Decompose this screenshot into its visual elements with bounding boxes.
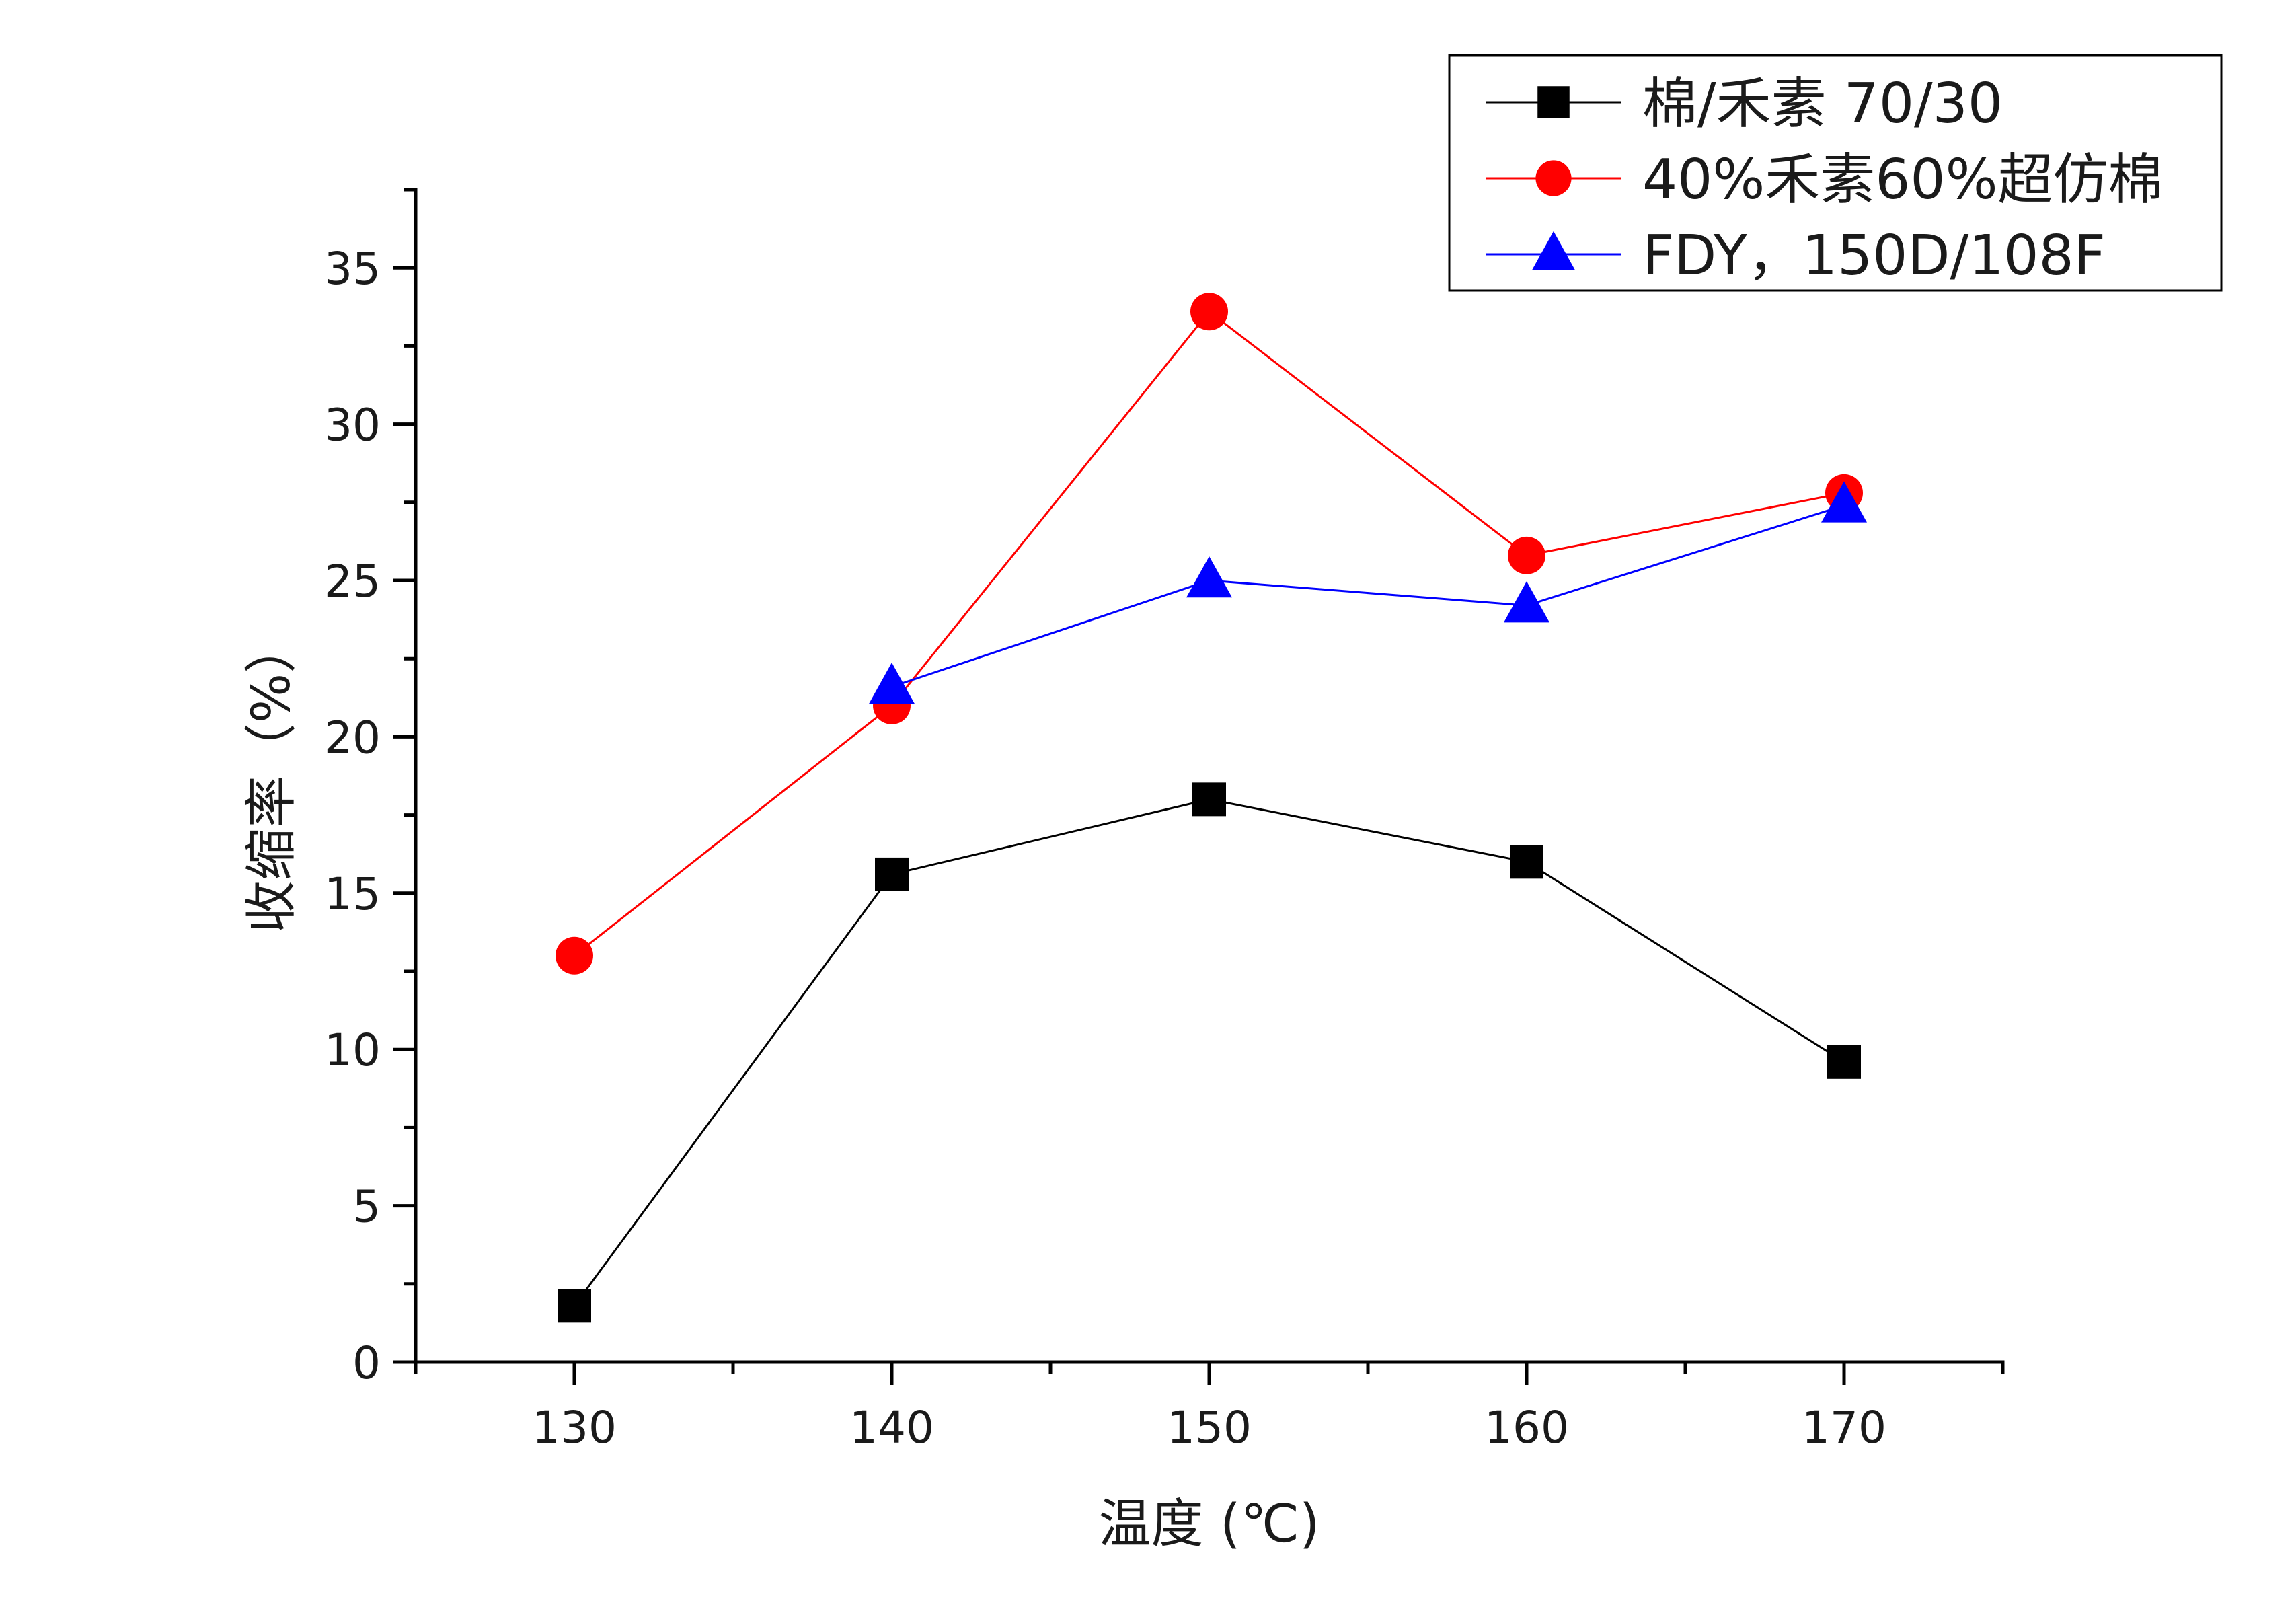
legend-marker [1535, 160, 1572, 196]
y-tick-label: 20 [324, 712, 381, 763]
series-line-segment [1209, 579, 1527, 607]
x-axis-title: 温度 (℃) [1098, 1494, 1319, 1554]
data-point [1192, 782, 1226, 817]
legend-label: 棉/禾素 70/30 [1642, 72, 2003, 136]
legend-label: FDY，150D/108F [1642, 224, 2106, 288]
legend-marker [1531, 231, 1576, 270]
y-tick-label: 35 [324, 243, 381, 295]
data-point [1510, 845, 1543, 879]
legend-box [1448, 54, 2223, 292]
series-2 [556, 293, 1863, 975]
x-tick-label: 130 [532, 1402, 617, 1454]
series-line-segment [1526, 492, 1845, 557]
y-tick-label: 5 [352, 1181, 381, 1233]
y-tick-label: 30 [324, 400, 381, 451]
series-line-segment [573, 874, 893, 1307]
data-point [1190, 293, 1228, 331]
y-tick-label: 0 [352, 1337, 381, 1389]
data-point [1827, 1045, 1861, 1079]
series-line-segment [1209, 311, 1527, 557]
legend-item: FDY，150D/108F [1486, 224, 2106, 288]
axes: 0 5 10 15 20 25 30 35 130 140 150 160 170 [324, 188, 2005, 1454]
legend-label: 40%禾素60%超仿棉 [1642, 148, 2164, 212]
x-tick-label: 150 [1167, 1402, 1252, 1454]
y-axis-title: 收缩率（%） [241, 621, 302, 933]
legend-item: 棉/禾素 70/30 [1486, 72, 2003, 136]
data-point [1508, 536, 1545, 574]
series-line-segment [890, 311, 1211, 706]
x-tick-label: 140 [849, 1402, 934, 1454]
data-point [1504, 581, 1549, 623]
data-point [875, 857, 909, 891]
y-tick-label: 10 [324, 1024, 381, 1076]
data-point [556, 936, 593, 975]
series-line-segment [891, 579, 1210, 688]
y-tick-label: 15 [324, 868, 381, 920]
series-line-segment [1526, 861, 1845, 1063]
series-3 [869, 481, 1867, 704]
data-point [1186, 556, 1232, 598]
x-tick-label: 160 [1484, 1402, 1569, 1454]
series-line-segment [574, 704, 892, 956]
legend-item: 40%禾素60%超仿棉 [1486, 148, 2164, 212]
series-line-segment [1526, 504, 1845, 607]
x-tick-label: 170 [1802, 1402, 1886, 1454]
legend-marker [1537, 86, 1570, 118]
data-point [1821, 481, 1867, 523]
y-tick-label: 25 [324, 556, 381, 607]
data-point [869, 663, 915, 704]
legend: 棉/禾素 70/30 40%禾素60%超仿棉 FDY，150D/108F [1448, 54, 2223, 292]
data-point [558, 1289, 591, 1323]
series-line-segment [1209, 798, 1527, 863]
series-layer [556, 293, 1867, 1323]
series-line-segment [891, 798, 1210, 876]
series-1 [558, 782, 1861, 1323]
